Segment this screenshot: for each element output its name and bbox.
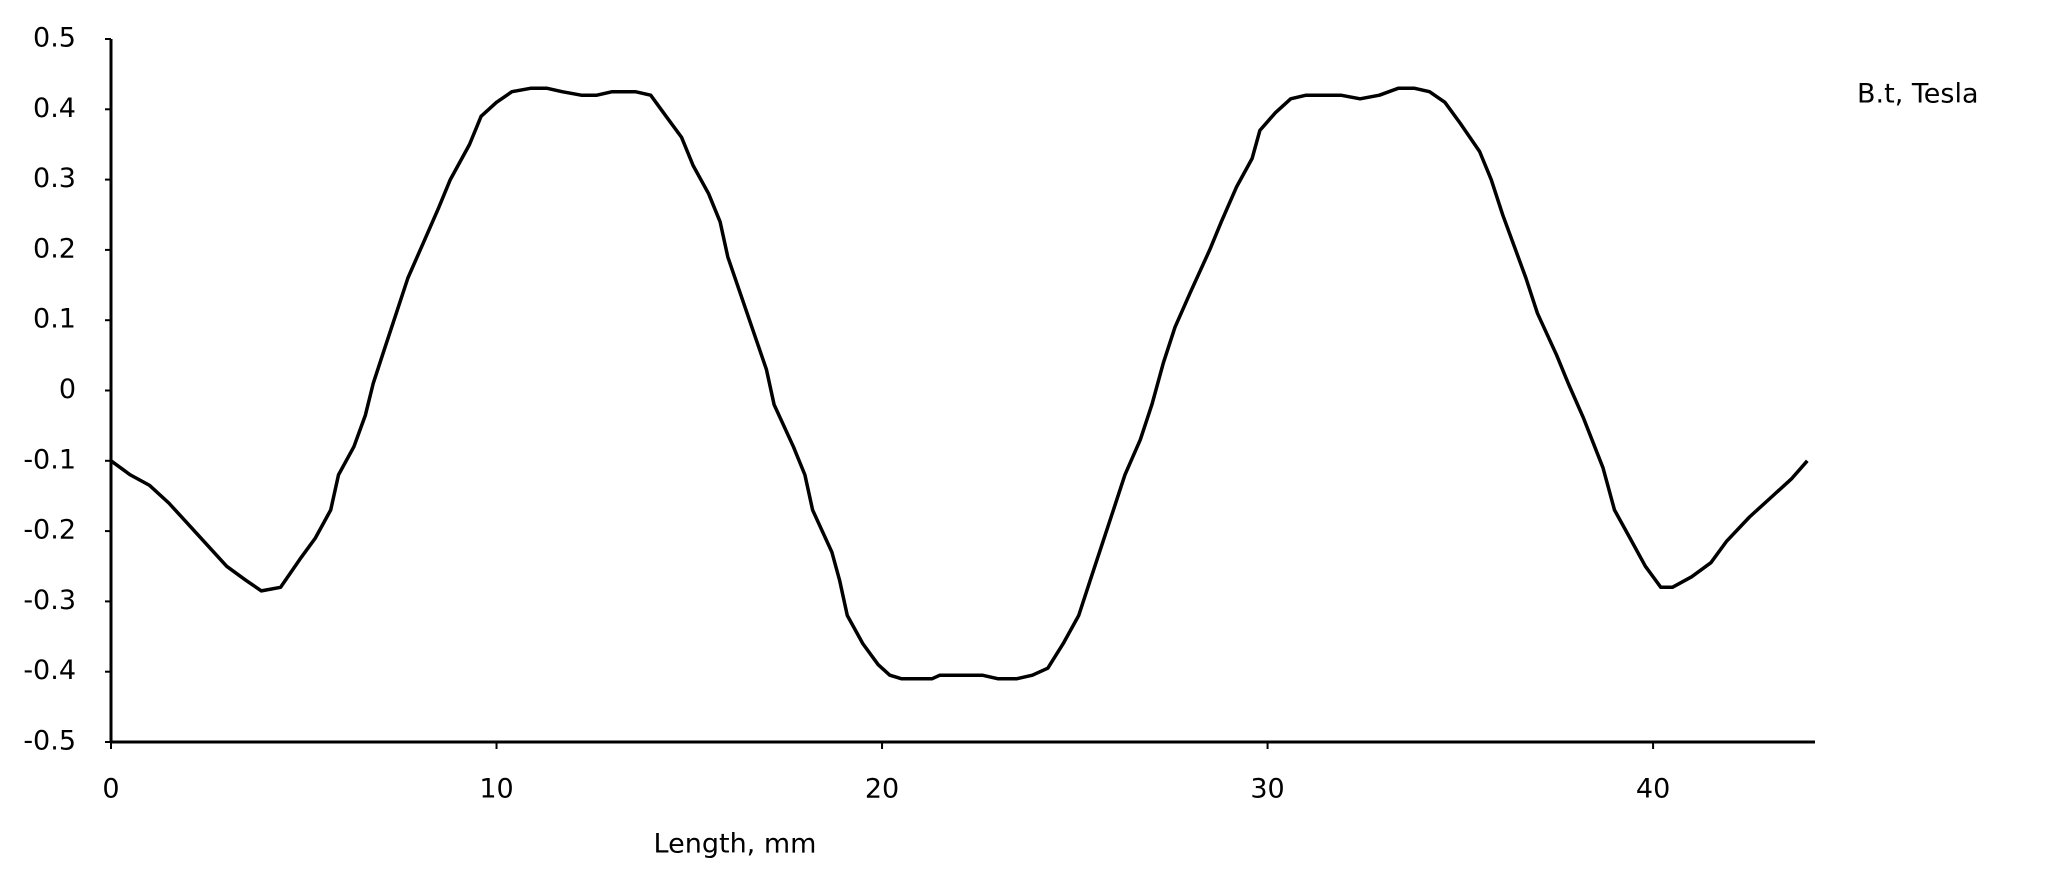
x-tick-label: 40 [1636,774,1670,805]
x-tick-label: 10 [479,774,513,805]
y-tick-label: -0.1 [23,444,76,475]
y-tick-label: -0.5 [23,726,76,757]
y-tick-label: 0 [59,374,76,405]
y-tick-label: 0.3 [33,163,76,194]
x-tick-label: 0 [102,774,119,805]
y-tick-label: -0.4 [23,655,76,686]
y-tick-label: -0.3 [23,585,76,616]
y-tick-label: 0.2 [33,233,76,264]
x-axis-label: Length, mm [654,829,817,860]
y-tick-label: 0.5 [33,23,76,54]
series-line [109,86,1809,681]
x-tick-label: 30 [1250,774,1284,805]
y-tick-label: -0.2 [23,515,76,546]
y-tick-label: 0.4 [33,93,76,124]
legend-entry: B.t, Tesla [1857,79,1979,110]
x-tick-label: 20 [865,774,899,805]
y-tick-label: 0.1 [33,304,76,335]
